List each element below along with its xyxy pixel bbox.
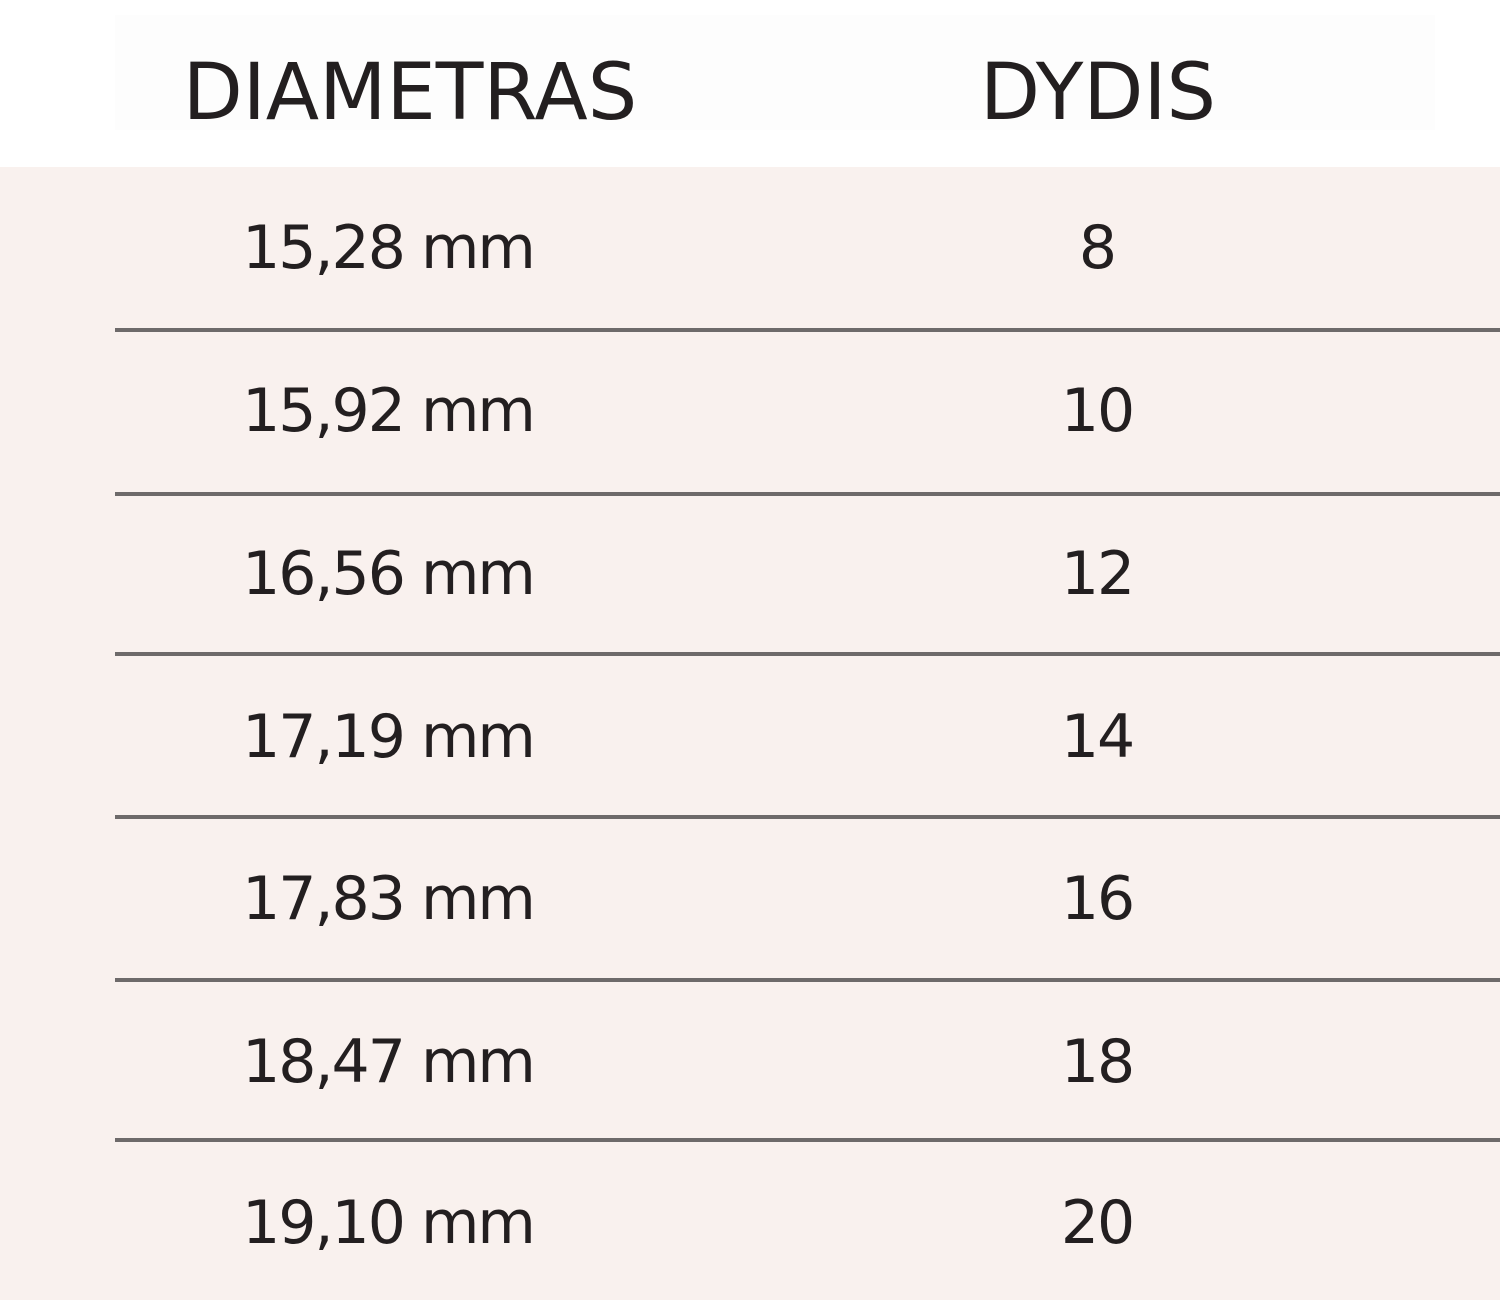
row-separator bbox=[115, 652, 1500, 656]
table-header: DIAMETRAS DYDIS bbox=[0, 0, 1500, 167]
size-cell: 20 bbox=[1060, 1188, 1135, 1258]
diameter-cell: 15,92 mm bbox=[242, 376, 536, 446]
size-cell: 12 bbox=[1060, 539, 1135, 609]
row-separator bbox=[115, 815, 1500, 819]
table-row: 17,19 mm 14 bbox=[0, 656, 1500, 818]
size-cell: 14 bbox=[1060, 702, 1135, 772]
column-header-size: DYDIS bbox=[979, 48, 1217, 138]
size-cell: 16 bbox=[1060, 864, 1135, 934]
diameter-cell: 17,83 mm bbox=[242, 864, 536, 934]
column-header-diameter: DIAMETRAS bbox=[182, 48, 638, 138]
table-row: 17,83 mm 16 bbox=[0, 818, 1500, 980]
diameter-cell: 19,10 mm bbox=[242, 1188, 536, 1258]
row-separator bbox=[115, 978, 1500, 982]
header-background bbox=[115, 15, 1435, 130]
size-cell: 8 bbox=[1078, 213, 1117, 283]
row-separator bbox=[115, 1138, 1500, 1142]
row-separator bbox=[115, 328, 1500, 332]
diameter-cell: 16,56 mm bbox=[242, 539, 536, 609]
diameter-cell: 17,19 mm bbox=[242, 702, 536, 772]
table-row: 16,56 mm 12 bbox=[0, 493, 1500, 655]
table-row: 19,10 mm 20 bbox=[0, 1142, 1500, 1304]
table-row: 15,92 mm 10 bbox=[0, 330, 1500, 492]
diameter-cell: 15,28 mm bbox=[242, 213, 536, 283]
row-separator bbox=[115, 492, 1500, 496]
diameter-cell: 18,47 mm bbox=[242, 1027, 536, 1097]
table-row: 15,28 mm 8 bbox=[0, 167, 1500, 329]
size-cell: 10 bbox=[1060, 376, 1135, 446]
size-cell: 18 bbox=[1060, 1027, 1135, 1097]
table-body: 15,28 mm 8 15,92 mm 10 16,56 mm 12 17,19 mm 14 1… bbox=[0, 167, 1500, 1300]
table-row: 18,47 mm 18 bbox=[0, 981, 1500, 1143]
